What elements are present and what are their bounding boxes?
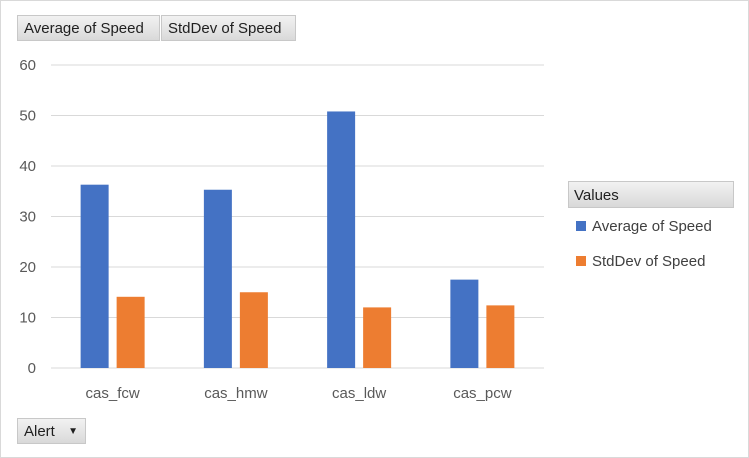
bar-stddev-speed-cas-fcw[interactable]: [116, 296, 145, 368]
caret-down-icon[interactable]: ▼: [68, 426, 78, 437]
axis-field-button-alert[interactable]: Alert ▼: [17, 418, 86, 444]
bar-average-speed-cas-pcw[interactable]: [450, 279, 479, 368]
plot-area: 0 10 20 30 40 50 60 cas_fcw cas_hmw cas_ldw cas_pc…: [19, 57, 544, 401]
bar-average-speed-cas-fcw[interactable]: [80, 184, 109, 368]
legend-item-average-speed[interactable]: Average of Speed: [576, 217, 712, 237]
y-tick-label: 60: [19, 57, 36, 74]
legend-item-stddev-speed[interactable]: StdDev of Speed: [576, 252, 705, 272]
y-tick-label: 50: [19, 108, 36, 125]
y-tick-label: 10: [19, 310, 36, 327]
value-field-button-average-speed[interactable]: Average of Speed: [17, 15, 160, 41]
x-tick-label: cas_pcw: [453, 385, 512, 401]
legend-title: Values: [568, 181, 734, 208]
y-tick-label: 30: [19, 209, 36, 226]
axis-field-label: Alert: [24, 423, 55, 440]
legend-label: Average of Speed: [592, 218, 712, 235]
x-tick-label: cas_hmw: [204, 385, 268, 401]
bar-stddev-speed-cas-pcw[interactable]: [486, 305, 515, 368]
legend-label: StdDev of Speed: [592, 253, 706, 270]
value-field-button-stddev-speed[interactable]: StdDev of Speed: [161, 15, 296, 41]
y-tick-label: 0: [28, 360, 36, 377]
y-tick-label: 20: [19, 259, 36, 276]
y-tick-label: 40: [19, 158, 36, 175]
bar-average-speed-cas-ldw[interactable]: [327, 111, 356, 369]
bar-average-speed-cas-hmw[interactable]: [203, 189, 232, 368]
x-tick-label: cas_ldw: [332, 385, 386, 401]
bar-stddev-speed-cas-hmw[interactable]: [239, 292, 268, 368]
legend-swatch-stddev-speed: [576, 256, 586, 267]
x-tick-label: cas_fcw: [86, 385, 140, 401]
legend-swatch-average-speed: [576, 221, 586, 232]
bar-stddev-speed-cas-ldw[interactable]: [363, 307, 392, 368]
